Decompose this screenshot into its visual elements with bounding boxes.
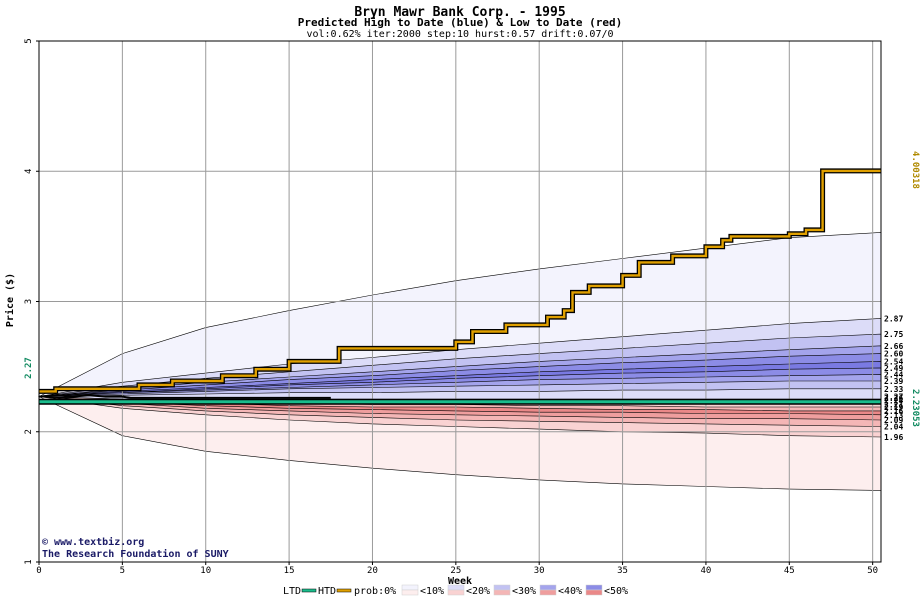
x-tick-label: 15	[284, 566, 295, 576]
band-end-label: 2.16	[884, 407, 903, 416]
x-tick-labels: 0 5 10 15 20 25 30 35 40 45 50	[36, 562, 878, 576]
legend-upper-swatch	[401, 584, 419, 591]
x-tick-label: 50	[867, 566, 878, 576]
probability-bands	[37, 232, 882, 491]
band-end-label: 2.75	[884, 330, 903, 339]
chart-subtitle: Predicted High to Date (blue) & Low to D…	[298, 16, 623, 29]
band-end-label: 2.60	[884, 350, 903, 359]
band-end-labels: 2.87 2.75 2.662.602.542.492.442.392.33 1.96…	[884, 314, 903, 442]
legend-label: prob:0%	[354, 586, 396, 597]
band-end-label: 2.39	[884, 377, 903, 386]
start-price-label: 2.27	[24, 357, 34, 379]
series-lines	[38, 168, 881, 405]
legend-lower-swatch	[447, 589, 465, 596]
y-tick-label: 4	[24, 169, 34, 174]
x-tick-label: 10	[200, 566, 211, 576]
legend-label: <20%	[466, 586, 490, 597]
legend-htd-swatch	[336, 588, 352, 593]
band-end-label: 2.09	[884, 416, 903, 425]
legend-upper-swatch	[585, 584, 603, 591]
band-end-label: 1.96	[884, 433, 903, 442]
band-end-label: 2.04	[884, 423, 903, 432]
band-end-label: 2.54	[884, 357, 903, 366]
copyright-icon: ©	[42, 537, 49, 548]
x-tick-label: 30	[534, 566, 545, 576]
htd-line	[39, 169, 881, 393]
x-tick-label: 40	[701, 566, 712, 576]
x-tick-label: 45	[784, 566, 795, 576]
legend-lower-swatch	[401, 589, 419, 596]
x-tick-label: 25	[450, 566, 461, 576]
mid-end-label: 2.27	[884, 393, 903, 402]
legend-upper-swatch	[493, 584, 511, 591]
x-tick-label: 35	[617, 566, 628, 576]
x-tick-label: 20	[367, 566, 378, 576]
credit-site[interactable]: www.textbiz.org	[54, 536, 144, 548]
band-end-label: 2.44	[884, 370, 903, 379]
y-tick-label: 3	[24, 299, 34, 304]
legend-label: HTD	[318, 586, 336, 597]
y-tick-label: 5	[24, 38, 34, 43]
mid-end-label: 2.26	[884, 394, 903, 403]
htd-value-label: 4.00318	[910, 151, 920, 189]
y-tick-label: 2	[24, 429, 34, 434]
simulation-params: vol:0.62% iter:2000 step:10 hurst:0.57 d…	[306, 29, 613, 40]
legend: LTD HTD prob:0% <10% <20% <30% <40% <50%	[283, 584, 628, 597]
x-tick-label: 5	[120, 566, 125, 576]
legend-upper-swatch	[447, 584, 465, 591]
chart-title: Bryn Mawr Bank Corp. - 1995	[354, 5, 565, 20]
x-axis-label: Week	[448, 576, 472, 587]
band-end-label: 2.66	[884, 342, 903, 351]
y-tick-label: 1	[24, 559, 34, 564]
ltd-value-label: 2.23053	[910, 389, 920, 427]
band-end-label: 2.49	[884, 364, 903, 373]
legend-label: LTD	[283, 586, 301, 597]
legend-label: <10%	[420, 586, 444, 597]
mid-end-label: 2.21	[884, 400, 903, 409]
band-end-label: 2.33	[884, 385, 903, 394]
legend-lower-swatch	[585, 589, 603, 596]
legend-ltd-swatch	[301, 588, 317, 593]
x-tick-label: 0	[36, 566, 41, 576]
legend-upper-swatch	[539, 584, 557, 591]
credit-org: The Research Foundation of SUNY	[42, 548, 229, 560]
legend-lower-swatch	[539, 589, 557, 596]
legend-lower-swatch	[493, 589, 511, 596]
band-end-label: 2.19	[884, 403, 903, 412]
price-path-line	[38, 394, 331, 399]
mid-end-label: 2.24	[884, 396, 903, 405]
legend-label: <40%	[558, 586, 582, 597]
band-end-label: 2.13	[884, 411, 903, 420]
legend-label: <50%	[604, 586, 628, 597]
band-end-label: 2.87	[884, 314, 903, 323]
y-tick-labels: 1 2 3 4 5	[24, 38, 39, 565]
y-axis-label: Price ($)	[4, 273, 16, 327]
legend-label: <30%	[512, 586, 536, 597]
